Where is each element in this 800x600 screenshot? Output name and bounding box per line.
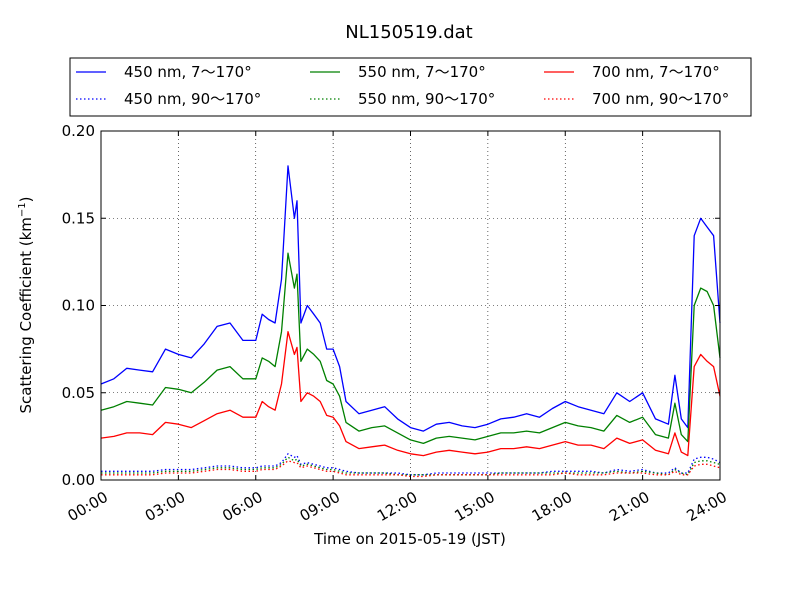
series-line-2: [100, 331, 721, 457]
x-axis-label: Time on 2015-05-19 (JST): [313, 530, 506, 548]
series-line-1: [100, 252, 721, 445]
series-line-0: [100, 165, 721, 432]
y-tick-label: 0.05: [62, 384, 95, 402]
x-tick-label: 00:00: [65, 488, 111, 525]
chart-title: NL150519.dat: [345, 22, 472, 43]
series-line-5: [101, 460, 721, 478]
y-axis-label-end: ): [17, 196, 35, 202]
y-axis-label-sup: −1: [17, 202, 28, 217]
y-tick-label: 0.20: [62, 122, 95, 140]
ticks: 00:00 03:00 06:00 09:00 12:00 15:00 18:00 21:00…: [62, 122, 730, 525]
y-tick-label: 0.15: [62, 209, 95, 227]
x-tick-label: 21:00: [606, 488, 652, 525]
x-tick-label: 03:00: [142, 488, 188, 525]
x-tick-label: 09:00: [297, 488, 343, 525]
x-tick-label: 06:00: [219, 488, 265, 525]
legend-box: [69, 57, 752, 117]
y-tick-label: 0.10: [62, 297, 95, 315]
legend-label-4: 550 nm, 90～170°: [358, 90, 495, 108]
x-tick-label: 15:00: [451, 488, 497, 525]
series-line-3: [101, 453, 721, 476]
y-axis-label: Scattering Coefficient (km−1): [17, 196, 35, 413]
legend-label-1: 550 nm, 7～170°: [358, 63, 486, 81]
series-line-4: [101, 456, 721, 476]
legend: 450 nm, 7～170° 550 nm, 7～170° 700 nm, 7～17…: [69, 57, 752, 117]
y-axis-label-main: Scattering Coefficient (km: [17, 217, 35, 413]
x-tick-label: 12:00: [374, 488, 420, 525]
legend-label-2: 700 nm, 7～170°: [592, 63, 720, 81]
y-tick-label: 0.00: [62, 471, 95, 489]
series-layer: [100, 165, 721, 478]
legend-label-0: 450 nm, 7～170°: [124, 63, 252, 81]
x-tick-label: 18:00: [529, 488, 575, 525]
x-tick-label: 24:00: [684, 488, 730, 525]
legend-label-3: 450 nm, 90～170°: [124, 90, 261, 108]
legend-label-5: 700 nm, 90～170°: [592, 90, 729, 108]
